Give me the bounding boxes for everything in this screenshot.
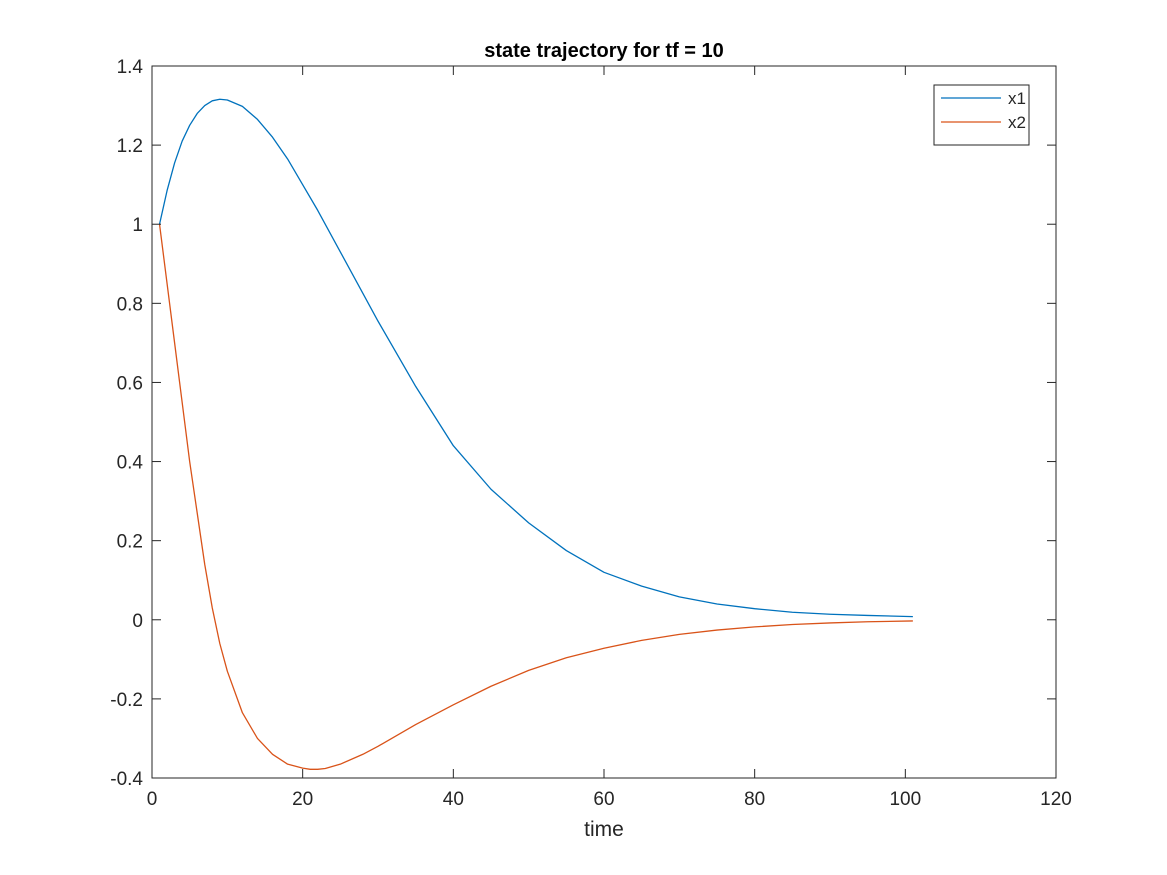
- x-axis-label: time: [584, 818, 624, 841]
- y-tick-label: -0.2: [110, 690, 143, 711]
- series-line-x2: [158, 224, 913, 770]
- y-tick-label: 0.8: [117, 294, 143, 315]
- y-tick-label: 1.2: [117, 136, 143, 157]
- legend-box: [933, 84, 1030, 146]
- x-tick-label: 40: [443, 789, 464, 810]
- legend-label-x2: x2: [1008, 113, 1026, 132]
- y-tick-label: 0.6: [117, 373, 143, 394]
- x-tick-label: 100: [889, 789, 921, 810]
- x-tick-label: 120: [1040, 789, 1072, 810]
- x-tick-label: 60: [593, 789, 614, 810]
- x-tick-label: 80: [744, 789, 765, 810]
- y-tick-label: -0.4: [110, 769, 143, 790]
- y-tick-label: 0.4: [117, 453, 144, 474]
- y-tick-label: 0: [132, 611, 143, 632]
- series-line-x1: [158, 98, 913, 618]
- ticks-layer: 0 20 40 60 80 100 120 -0.4 -0.2 0 0.2 0.4 0.6 0.8 1 1.2…: [110, 57, 1072, 810]
- chart-title: state trajectory for tf = 10: [484, 40, 724, 62]
- x-tick-label: 20: [292, 789, 313, 810]
- series-layer: [158, 98, 913, 770]
- x-tick-label: 0: [147, 789, 158, 810]
- y-tick-label: 1: [132, 215, 143, 236]
- y-tick-label: 0.2: [117, 532, 143, 553]
- legend-label-x1: x1: [1008, 89, 1026, 108]
- y-tick-label: 1.4: [117, 57, 144, 78]
